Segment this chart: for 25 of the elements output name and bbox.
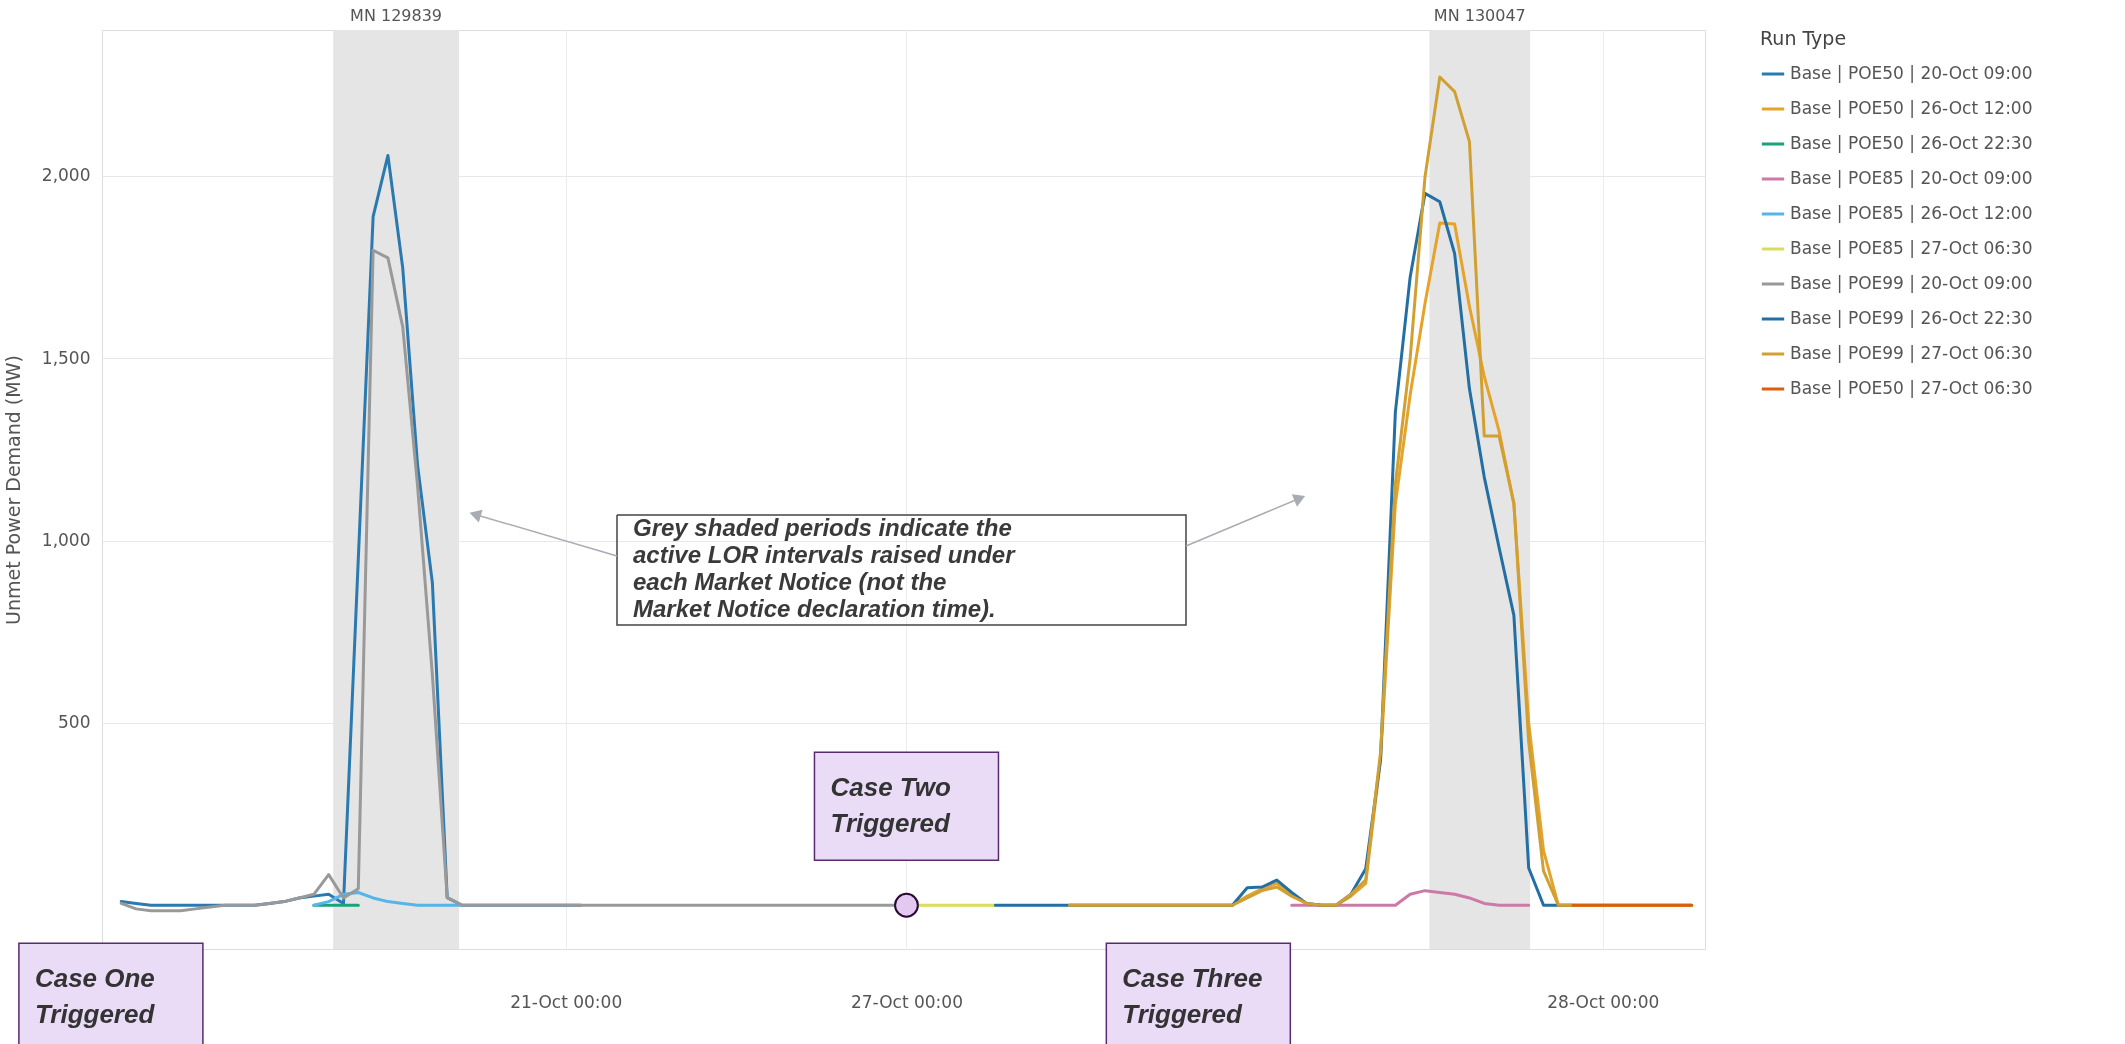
legend-label: Base | POE99 | 20-Oct 09:00 [1790,273,2033,293]
y-tick-label: 500 [58,712,91,733]
legend-label: Base | POE85 | 27-Oct 06:30 [1790,238,2033,258]
legend-label: Base | POE50 | 26-Oct 12:00 [1790,98,2033,118]
text: Case Three Triggered [1122,963,1263,1030]
x-tick-label: 28-Oct 00:00 [1547,991,1660,1012]
legend-label: Base | POE85 | 20-Oct 09:00 [1790,168,2033,188]
text: Case One Triggered [34,963,156,1030]
annotation: Case Two Triggered [830,772,952,839]
y-tick-label: 1,000 [41,530,91,551]
y-tick-label: 2,000 [41,165,91,186]
text: MN 129839 [350,6,443,25]
legend-label: Base | POE50 | 27-Oct 06:30 [1790,378,2033,398]
legend-label: Base | POE50 | 26-Oct 22:30 [1790,133,2033,153]
legend-label: Base | POE99 | 26-Oct 22:30 [1790,308,2033,328]
x-tick-label: 21-Oct 00:00 [510,991,623,1012]
text: MN 130047 [1433,6,1526,25]
annotation: Grey shaded periods indicate the active LOR intervals raised under each Market Notice (not the Market Notice declaration time). [633,514,1017,622]
y-tick-label: 1,500 [41,347,91,368]
legend-label: Base | POE99 | 27-Oct 06:30 [1790,343,2033,363]
x-tick-label: 27-Oct 00:00 [850,991,963,1012]
y-axis-title: Unmet Power Demand (MW) [1,355,24,625]
legend-title: Run Type [1760,27,1847,49]
legend-label: Base | POE50 | 20-Oct 09:00 [1790,63,2033,83]
legend-label: Base | POE85 | 26-Oct 12:00 [1790,203,2033,223]
